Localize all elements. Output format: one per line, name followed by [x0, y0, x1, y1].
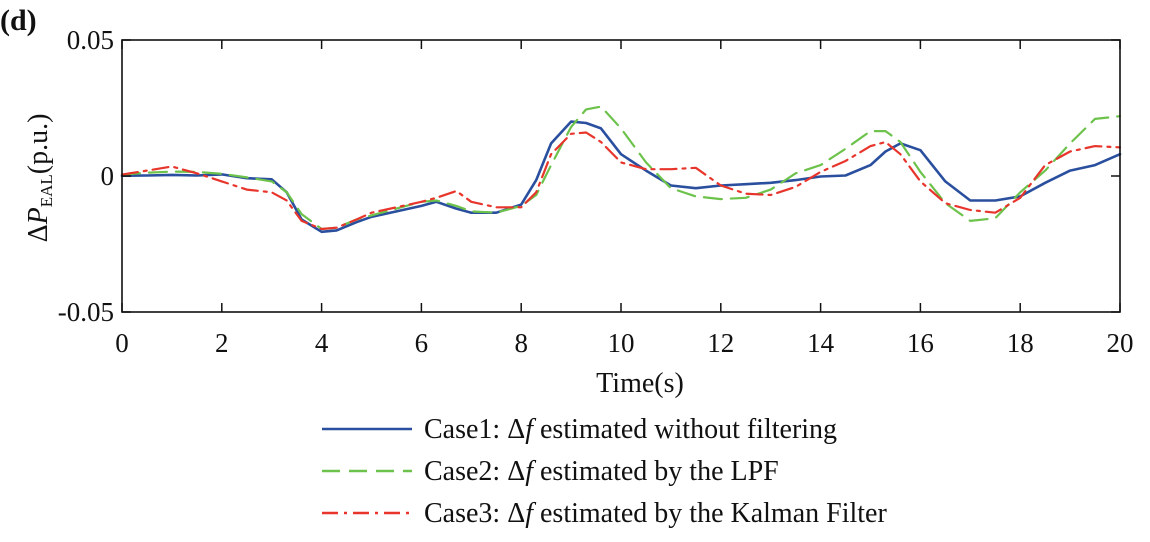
x-tick-label: 2	[215, 328, 229, 358]
y-axis-title-subscript: EAL	[37, 174, 56, 207]
plot-axes	[121, 39, 1121, 313]
series-line-case3	[120, 131, 1122, 231]
x-tick-label: 16	[907, 328, 934, 358]
x-axis-title: Time(s)	[596, 368, 684, 399]
series-line-case2	[120, 105, 1122, 231]
x-tick-label: 6	[415, 328, 429, 358]
y-axis-title-symbol: P	[23, 207, 54, 225]
x-tick-label: 10	[608, 328, 635, 358]
plot-series	[120, 105, 1122, 234]
y-axis-title-prefix: Δ	[23, 224, 54, 242]
y-axis-title-suffix: (p.u.)	[23, 114, 54, 175]
panel-label: (d)	[0, 4, 37, 37]
x-tick-label: 4	[315, 328, 329, 358]
series-line-case1	[120, 120, 1122, 234]
legend-label-case3: Case3: Δf estimated by the Kalman Filter	[424, 498, 887, 529]
x-tick-label: 14	[807, 328, 835, 358]
y-tick-label: 0.05	[67, 25, 114, 55]
x-tick-label: 12	[707, 328, 734, 358]
x-tick-label: 8	[514, 328, 528, 358]
svg-text:ΔPEAL(p.u.): ΔPEAL(p.u.)	[23, 114, 56, 243]
x-tick-label: 18	[1007, 328, 1034, 358]
y-tick-label: 0	[101, 161, 115, 191]
legend-label-case2: Case2: Δf estimated by the LPF	[424, 456, 779, 487]
x-tick-label: 0	[115, 328, 129, 358]
legend-label-case1: Case1: Δf estimated without filtering	[424, 414, 837, 445]
y-tick-label: -0.05	[58, 297, 114, 327]
y-axis-title: ΔPEAL(p.u.)	[23, 114, 56, 243]
x-tick-label: 20	[1107, 328, 1134, 358]
legend: Case1: Δf estimated without filtering Cas…	[322, 414, 887, 529]
plot-frame	[121, 39, 1121, 313]
